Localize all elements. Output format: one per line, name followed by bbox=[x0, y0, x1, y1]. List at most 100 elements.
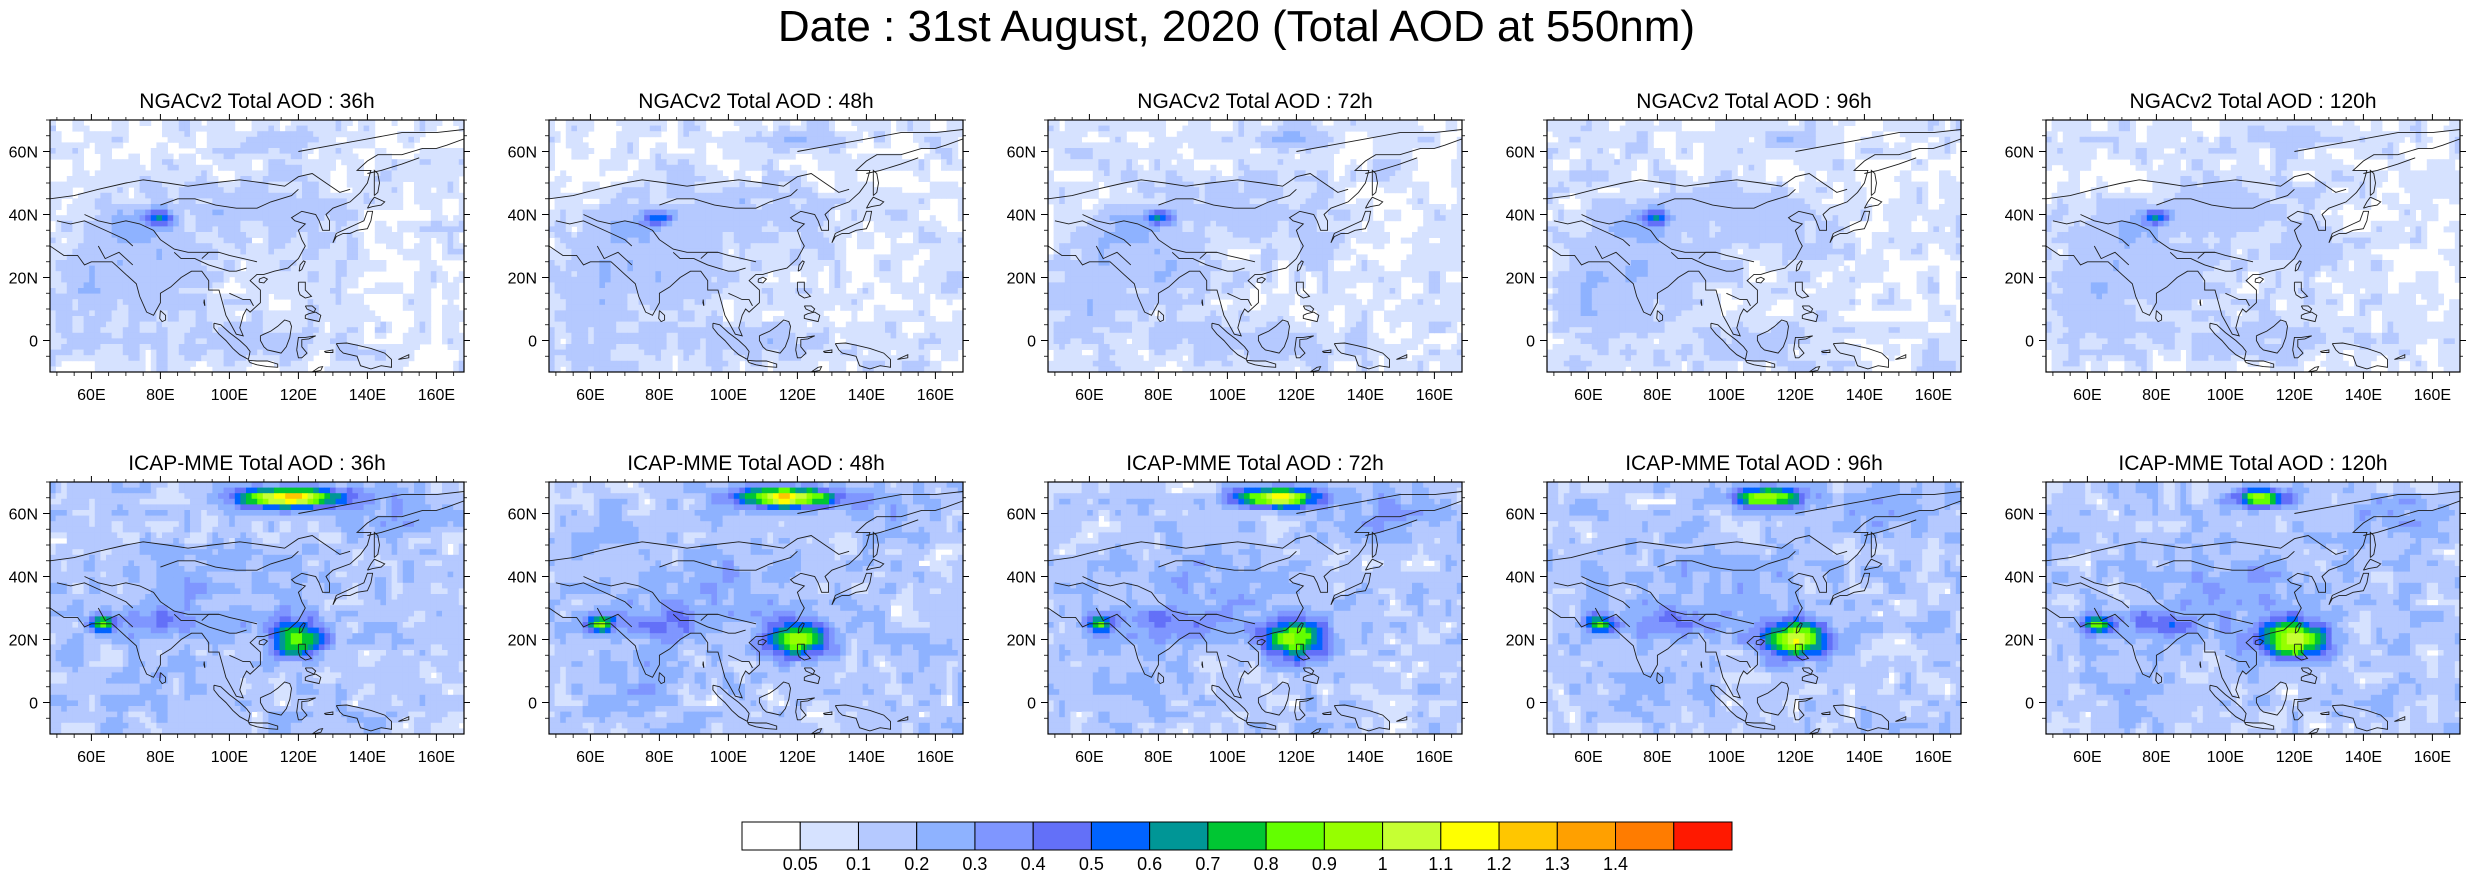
colorbar-swatch bbox=[1673, 821, 1733, 851]
colorbar-swatch bbox=[1615, 821, 1675, 851]
map-panel: ICAP-MME Total AOD : 120h 60E 80E 100E 120E 1… bbox=[1996, 452, 2466, 812]
colorbar-label: 0.4 bbox=[1021, 854, 1046, 874]
lon-tick-label: 60E bbox=[1574, 387, 1602, 404]
map-panel: ICAP-MME Total AOD : 96h 60E 80E 100E 120E 14… bbox=[1497, 452, 1967, 812]
coastlines bbox=[1048, 129, 1462, 372]
lat-tick-label: 20N bbox=[508, 633, 537, 650]
aod-map: 60E 80E 100E 120E 140E 160E 0 20N 40N 60N bbox=[2005, 114, 2466, 404]
lon-tick-label: 120E bbox=[280, 387, 317, 404]
colorbar-label: 0.8 bbox=[1254, 854, 1279, 874]
lon-tick-label: 60E bbox=[77, 749, 105, 766]
lon-tick-label: 60E bbox=[1075, 749, 1103, 766]
lon-tick-label: 60E bbox=[77, 387, 105, 404]
lon-tick-label: 100E bbox=[710, 749, 747, 766]
lat-tick-label: 20N bbox=[2005, 271, 2034, 288]
colorbar-label: 0.9 bbox=[1312, 854, 1337, 874]
aod-map: 60E 80E 100E 120E 140E 160E 0 20N 40N 60N bbox=[1506, 114, 1967, 404]
coastlines bbox=[1547, 129, 1961, 372]
colorbar-label: 0.7 bbox=[1195, 854, 1220, 874]
colorbar-swatch bbox=[1498, 821, 1558, 851]
lon-tick-label: 120E bbox=[2276, 387, 2313, 404]
panel-title: ICAP-MME Total AOD : 96h bbox=[1547, 452, 1961, 476]
lon-tick-label: 80E bbox=[1144, 749, 1172, 766]
lon-tick-label: 140E bbox=[848, 749, 885, 766]
lon-tick-label: 100E bbox=[710, 387, 747, 404]
aod-map: 60E 80E 100E 120E 140E 160E 0 20N 40N 60N bbox=[2005, 476, 2466, 766]
lon-tick-label: 120E bbox=[1777, 387, 1814, 404]
aod-field bbox=[2046, 120, 2460, 372]
aod-map: 60E 80E 100E 120E 140E 160E 0 20N 40N 60N bbox=[508, 114, 969, 404]
lon-tick-label: 100E bbox=[1708, 749, 1745, 766]
map-panel: NGACv2 Total AOD : 96h 60E 80E 100E 120E 140E… bbox=[1497, 90, 1967, 450]
coastlines bbox=[2046, 491, 2460, 734]
lon-tick-label: 60E bbox=[1574, 749, 1602, 766]
aod-field bbox=[1547, 482, 1961, 734]
lat-tick-label: 0 bbox=[2025, 334, 2034, 351]
colorbar: 0.05 0.1 0.2 0.3 0.4 0.5 0.6 0.7 0.8 0.9 1 1.1 1.2 1.… bbox=[741, 821, 1733, 874]
lon-tick-label: 120E bbox=[1278, 749, 1315, 766]
panel-title: ICAP-MME Total AOD : 48h bbox=[549, 452, 963, 476]
coastlines bbox=[1048, 491, 1462, 734]
lon-tick-label: 140E bbox=[349, 749, 386, 766]
map-panel: NGACv2 Total AOD : 120h 60E 80E 100E 120E 140… bbox=[1996, 90, 2466, 450]
lon-tick-label: 160E bbox=[418, 749, 455, 766]
colorbar-label: 1 bbox=[1378, 854, 1388, 874]
aod-field bbox=[549, 482, 963, 734]
lon-tick-label: 80E bbox=[2142, 749, 2170, 766]
colorbar-swatch bbox=[741, 821, 801, 851]
panel-title: NGACv2 Total AOD : 120h bbox=[2046, 90, 2460, 114]
lat-tick-label: 40N bbox=[508, 208, 537, 225]
lon-tick-label: 140E bbox=[2345, 387, 2382, 404]
lon-tick-label: 160E bbox=[418, 387, 455, 404]
lon-tick-label: 80E bbox=[146, 749, 174, 766]
lon-tick-label: 60E bbox=[576, 749, 604, 766]
aod-map: 60E 80E 100E 120E 140E 160E 0 20N 40N 60N bbox=[1007, 114, 1468, 404]
lat-tick-label: 40N bbox=[1007, 208, 1036, 225]
colorbar-swatch bbox=[1265, 821, 1325, 851]
panel-title: ICAP-MME Total AOD : 36h bbox=[50, 452, 464, 476]
panel-title: NGACv2 Total AOD : 72h bbox=[1048, 90, 1462, 114]
lat-tick-label: 20N bbox=[1506, 633, 1535, 650]
colorbar-label: 0.1 bbox=[846, 854, 871, 874]
main-title: Date : 31st August, 2020 (Total AOD at 5… bbox=[0, 2, 2473, 52]
lon-tick-label: 100E bbox=[2207, 387, 2244, 404]
lat-tick-label: 60N bbox=[9, 507, 38, 524]
map-panel: ICAP-MME Total AOD : 72h 60E 80E 100E 120E 14… bbox=[998, 452, 1468, 812]
aod-field bbox=[1547, 120, 1961, 372]
colorbar-swatch bbox=[1556, 821, 1617, 851]
lat-tick-label: 20N bbox=[1007, 633, 1036, 650]
lon-tick-label: 160E bbox=[917, 387, 954, 404]
colorbar-swatch bbox=[799, 821, 859, 851]
colorbar-swatch bbox=[857, 821, 918, 851]
panel-title: NGACv2 Total AOD : 96h bbox=[1547, 90, 1961, 114]
lat-tick-label: 20N bbox=[9, 271, 38, 288]
lat-tick-label: 20N bbox=[9, 633, 38, 650]
lon-tick-label: 60E bbox=[1075, 387, 1103, 404]
coastlines bbox=[549, 129, 963, 372]
lon-tick-label: 100E bbox=[1209, 387, 1246, 404]
map-panel: ICAP-MME Total AOD : 36h 60E 80E 100E 120E 14… bbox=[0, 452, 470, 812]
colorbar-label: 0.6 bbox=[1137, 854, 1162, 874]
lat-tick-label: 60N bbox=[1007, 507, 1036, 524]
panel-title: ICAP-MME Total AOD : 72h bbox=[1048, 452, 1462, 476]
colorbar-label: 1.2 bbox=[1487, 854, 1512, 874]
aod-field bbox=[549, 120, 963, 372]
colorbar-swatch bbox=[1440, 821, 1500, 851]
lat-tick-label: 40N bbox=[1007, 570, 1036, 587]
map-panel: NGACv2 Total AOD : 36h 60E 80E 100E 120E 140E… bbox=[0, 90, 470, 450]
lon-tick-label: 80E bbox=[1643, 387, 1671, 404]
lon-tick-label: 120E bbox=[779, 387, 816, 404]
lon-tick-label: 60E bbox=[2073, 749, 2101, 766]
lat-tick-label: 20N bbox=[1506, 271, 1535, 288]
lon-tick-label: 120E bbox=[1278, 387, 1315, 404]
lon-tick-label: 140E bbox=[1347, 749, 1384, 766]
lon-tick-label: 160E bbox=[2414, 387, 2451, 404]
lon-tick-label: 160E bbox=[1416, 387, 1453, 404]
lat-tick-label: 40N bbox=[2005, 570, 2034, 587]
lat-tick-label: 40N bbox=[2005, 208, 2034, 225]
lon-tick-label: 140E bbox=[1846, 749, 1883, 766]
colorbar-label: 0.2 bbox=[904, 854, 929, 874]
lon-tick-label: 100E bbox=[1708, 387, 1745, 404]
lon-tick-label: 100E bbox=[211, 749, 248, 766]
lon-tick-label: 140E bbox=[2345, 749, 2382, 766]
